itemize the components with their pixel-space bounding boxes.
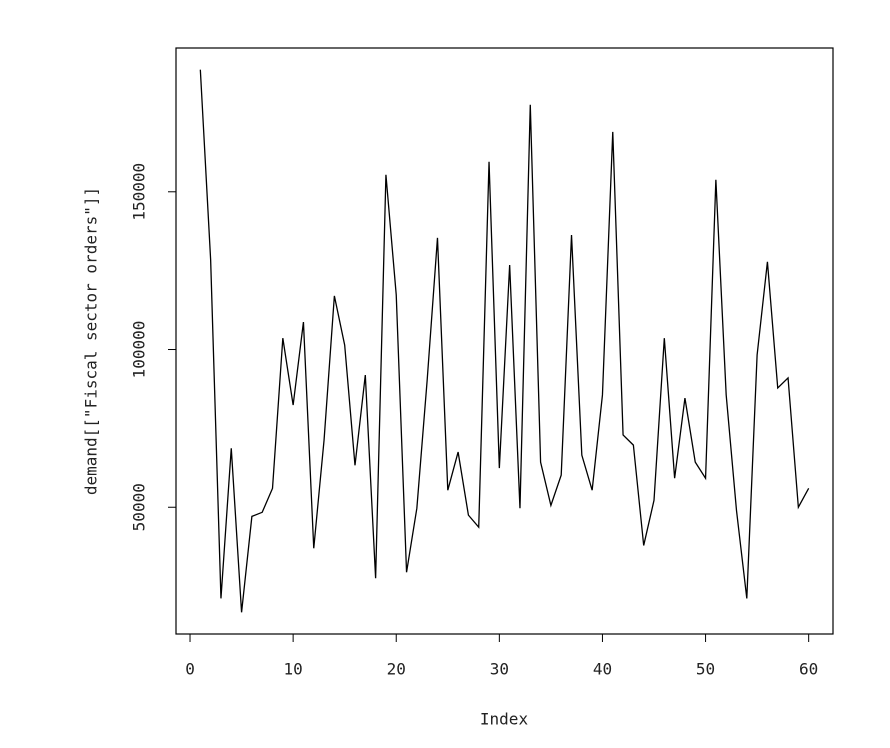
x-tick-label: 40 [593,660,612,679]
x-tick-label: 50 [696,660,715,679]
plot-frame [175,47,834,635]
x-axis-title: Index [480,710,529,729]
x-tick-label: 30 [490,660,509,679]
y-tick-label: 50000 [130,483,149,531]
x-tick-label: 20 [387,660,406,679]
y-axis-title: demand[["Fiscal sector orders"]] [82,187,101,495]
y-tick-label: 100000 [130,321,149,379]
x-tick-label: 0 [185,660,195,679]
y-tick-label: 150000 [130,163,149,221]
x-tick-label: 60 [799,660,818,679]
x-tick-label: 10 [283,660,302,679]
data-line [199,69,810,613]
